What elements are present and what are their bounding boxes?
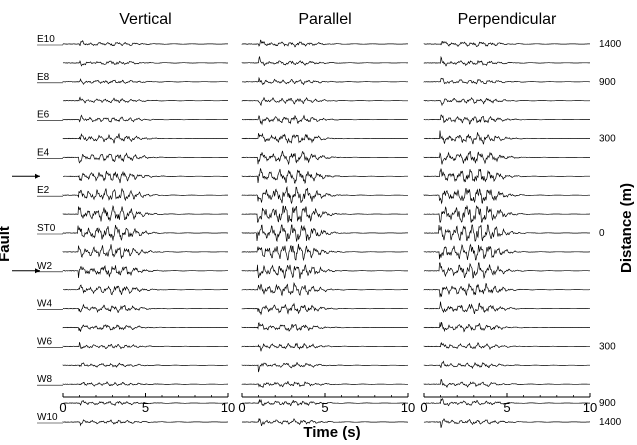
trace-vertical-e7 [62,96,228,104]
trace-parallel-w5 [241,322,408,332]
trace-perpendicular-w10 [423,418,590,428]
station-label-e6: E6 [37,110,50,121]
station-label-w8: W8 [37,374,52,385]
trace-vertical-w3 [63,284,228,296]
trace-vertical-e5 [62,132,228,144]
trace-parallel-e4 [241,150,408,166]
trace-perpendicular-w8 [423,379,590,388]
panel-title-vertical: Vertical [119,11,171,28]
trace-vertical-e4 [62,152,229,164]
x-tick-label-vertical-2: 10 [221,400,235,415]
trace-parallel-e8 [241,76,408,86]
x-tick-label-vertical-1: 5 [142,400,149,415]
distance-label-1: 900 [599,77,616,88]
trace-perpendicular-w4 [423,301,590,315]
trace-perpendicular-e1 [423,204,590,223]
trace-parallel-e1 [241,205,408,224]
trace-perpendicular-e4 [423,151,590,165]
trace-perpendicular-e5 [423,130,590,145]
trace-vertical-w2 [62,264,228,279]
trace-parallel-e7 [241,96,408,107]
station-label-w6: W6 [37,336,52,347]
distance-label-6: 1400 [599,417,622,428]
trace-parallel-w8 [241,380,408,388]
trace-vertical-e9 [62,60,228,67]
trace-parallel-w3 [241,281,408,297]
trace-perpendicular-w5 [423,321,590,333]
distance-label-0: 1400 [599,39,622,50]
trace-perpendicular-w6 [423,342,590,350]
station-label-st0: ST0 [37,223,56,234]
panel-title-perpendicular: Perpendicular [458,11,557,28]
station-label-e4: E4 [37,147,50,158]
trace-perpendicular-w9 [423,398,590,407]
trace-perpendicular-e3 [423,168,590,183]
trace-vertical-e10 [62,40,228,46]
trace-vertical-e8 [62,78,228,85]
distance-label-2: 300 [599,134,616,145]
x-axis-label: Time (s) [303,424,360,441]
station-label-e10: E10 [37,34,55,45]
station-label-w10: W10 [37,412,58,423]
trace-perpendicular-e2 [423,188,590,205]
trace-perpendicular-w3 [423,282,590,298]
trace-vertical-w5 [62,324,228,332]
trace-parallel-st0 [241,224,408,243]
panel-title-parallel: Parallel [298,11,351,28]
trace-vertical-w1 [62,244,228,259]
distance-label-3: 0 [599,228,605,239]
fault-label: Fault [0,226,13,262]
distance-label-5: 900 [599,398,616,409]
y-axis-label: Distance (m) [618,183,635,273]
trace-vertical-e6 [62,114,228,123]
x-tick-label-perpendicular-1: 5 [503,400,510,415]
x-tick-label-parallel-0: 0 [238,400,245,415]
station-label-w2: W2 [37,261,52,272]
trace-parallel-w4 [241,302,408,316]
trace-parallel-w9 [241,398,408,407]
trace-vertical-w6 [62,342,228,350]
trace-vertical-w7 [62,362,228,368]
fault-arrowhead-w2 [35,268,40,274]
trace-vertical-w8 [62,381,228,387]
trace-perpendicular-e9 [423,55,590,67]
trace-parallel-w10 [241,418,408,427]
trace-perpendicular-e8 [423,77,590,85]
trace-perpendicular-w1 [423,243,590,261]
trace-vertical-e1 [62,204,228,222]
trace-parallel-w2 [241,264,408,279]
trace-parallel-e10 [241,39,408,48]
trace-vertical-w4 [62,303,228,314]
trace-vertical-w9 [62,400,228,407]
station-label-w4: W4 [37,299,52,310]
trace-vertical-w10 [62,419,228,427]
trace-perpendicular-e6 [423,114,590,125]
x-tick-label-parallel-2: 10 [401,400,415,415]
trace-parallel-w6 [241,342,408,352]
x-tick-label-vertical-0: 0 [59,400,66,415]
trace-parallel-w7 [241,361,409,373]
trace-vertical-st0 [62,224,228,241]
x-tick-label-perpendicular-2: 10 [583,400,597,415]
x-tick-label-parallel-1: 5 [321,400,328,415]
station-label-e8: E8 [37,72,50,83]
trace-parallel-e3 [241,168,408,185]
trace-perpendicular-e7 [423,97,591,107]
station-label-e2: E2 [37,185,50,196]
fault-arrowhead-e3 [35,173,40,179]
trace-parallel-e2 [241,185,408,205]
trace-perpendicular-e10 [423,41,590,48]
trace-parallel-e6 [241,114,408,126]
x-tick-label-perpendicular-0: 0 [420,400,427,415]
trace-vertical-e3 [63,170,228,184]
trace-parallel-e9 [241,56,408,67]
distance-label-4: 300 [599,341,616,352]
trace-perpendicular-w7 [423,360,590,369]
trace-parallel-w1 [241,243,408,262]
trace-perpendicular-st0 [424,224,590,242]
trace-parallel-e5 [241,132,408,144]
trace-vertical-e2 [62,187,228,202]
trace-perpendicular-w2 [423,262,590,280]
